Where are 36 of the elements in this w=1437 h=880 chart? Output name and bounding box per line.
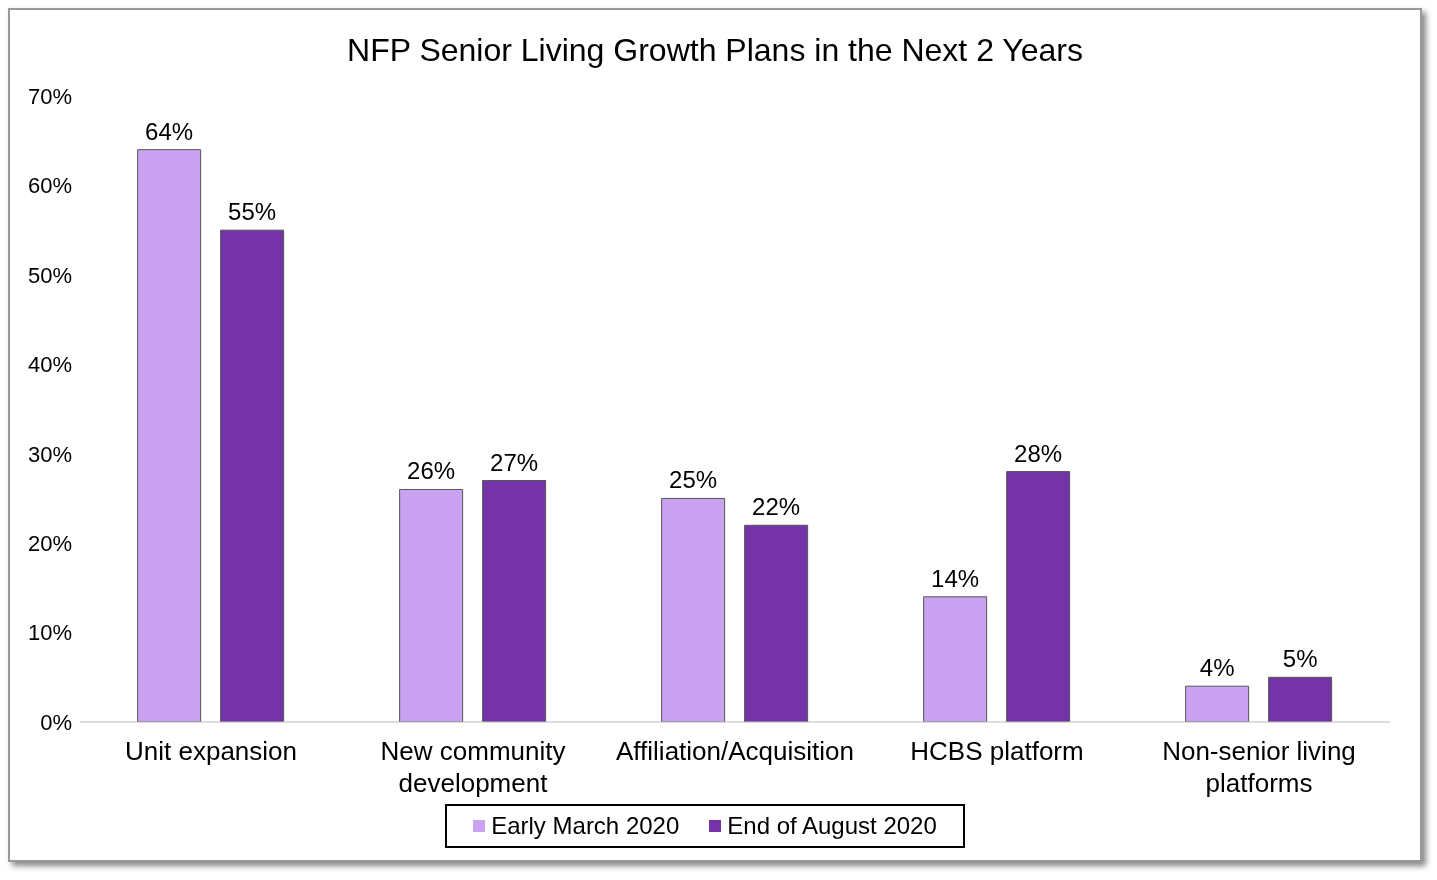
legend-label: Early March 2020 xyxy=(490,812,680,840)
bar xyxy=(1006,471,1071,722)
data-label: 64% xyxy=(145,117,194,145)
x-tick-label: Non-senior living platforms xyxy=(1162,736,1356,798)
data-label: 5% xyxy=(1282,645,1318,673)
legend-label: End of August 2020 xyxy=(726,812,937,840)
chart-title: NFP Senior Living Growth Plans in the Next 2 Years xyxy=(346,31,1084,70)
bar xyxy=(137,149,202,722)
x-tick-label: HCBS platform xyxy=(910,736,1084,766)
data-label: 27% xyxy=(490,448,539,476)
data-label: 55% xyxy=(228,198,277,226)
bar xyxy=(1268,676,1333,722)
data-label: 22% xyxy=(752,493,801,521)
y-tick-label: 40% xyxy=(27,352,72,378)
y-tick-label: 30% xyxy=(27,441,72,467)
y-tick-label: 20% xyxy=(27,530,72,556)
bar xyxy=(1185,685,1250,722)
bar xyxy=(744,524,809,722)
bar xyxy=(482,480,547,722)
bar xyxy=(399,488,464,722)
y-tick-label: 70% xyxy=(27,83,72,109)
x-tick-label: Affiliation/Acquisition xyxy=(616,736,854,766)
y-tick-label: 50% xyxy=(27,262,72,288)
data-label: 25% xyxy=(669,466,718,494)
bar xyxy=(923,596,988,722)
data-label: 14% xyxy=(931,564,980,592)
data-label: 26% xyxy=(407,457,456,485)
data-label: 4% xyxy=(1199,654,1235,682)
bar xyxy=(220,229,285,722)
y-tick-label: 0% xyxy=(40,709,72,735)
y-tick-label: 60% xyxy=(27,173,72,199)
x-tick-label: Unit expansion xyxy=(125,736,297,766)
y-tick-label: 10% xyxy=(27,620,72,646)
data-label: 28% xyxy=(1014,439,1063,467)
x-tick-label: New community development xyxy=(380,736,566,798)
bar xyxy=(661,497,726,722)
